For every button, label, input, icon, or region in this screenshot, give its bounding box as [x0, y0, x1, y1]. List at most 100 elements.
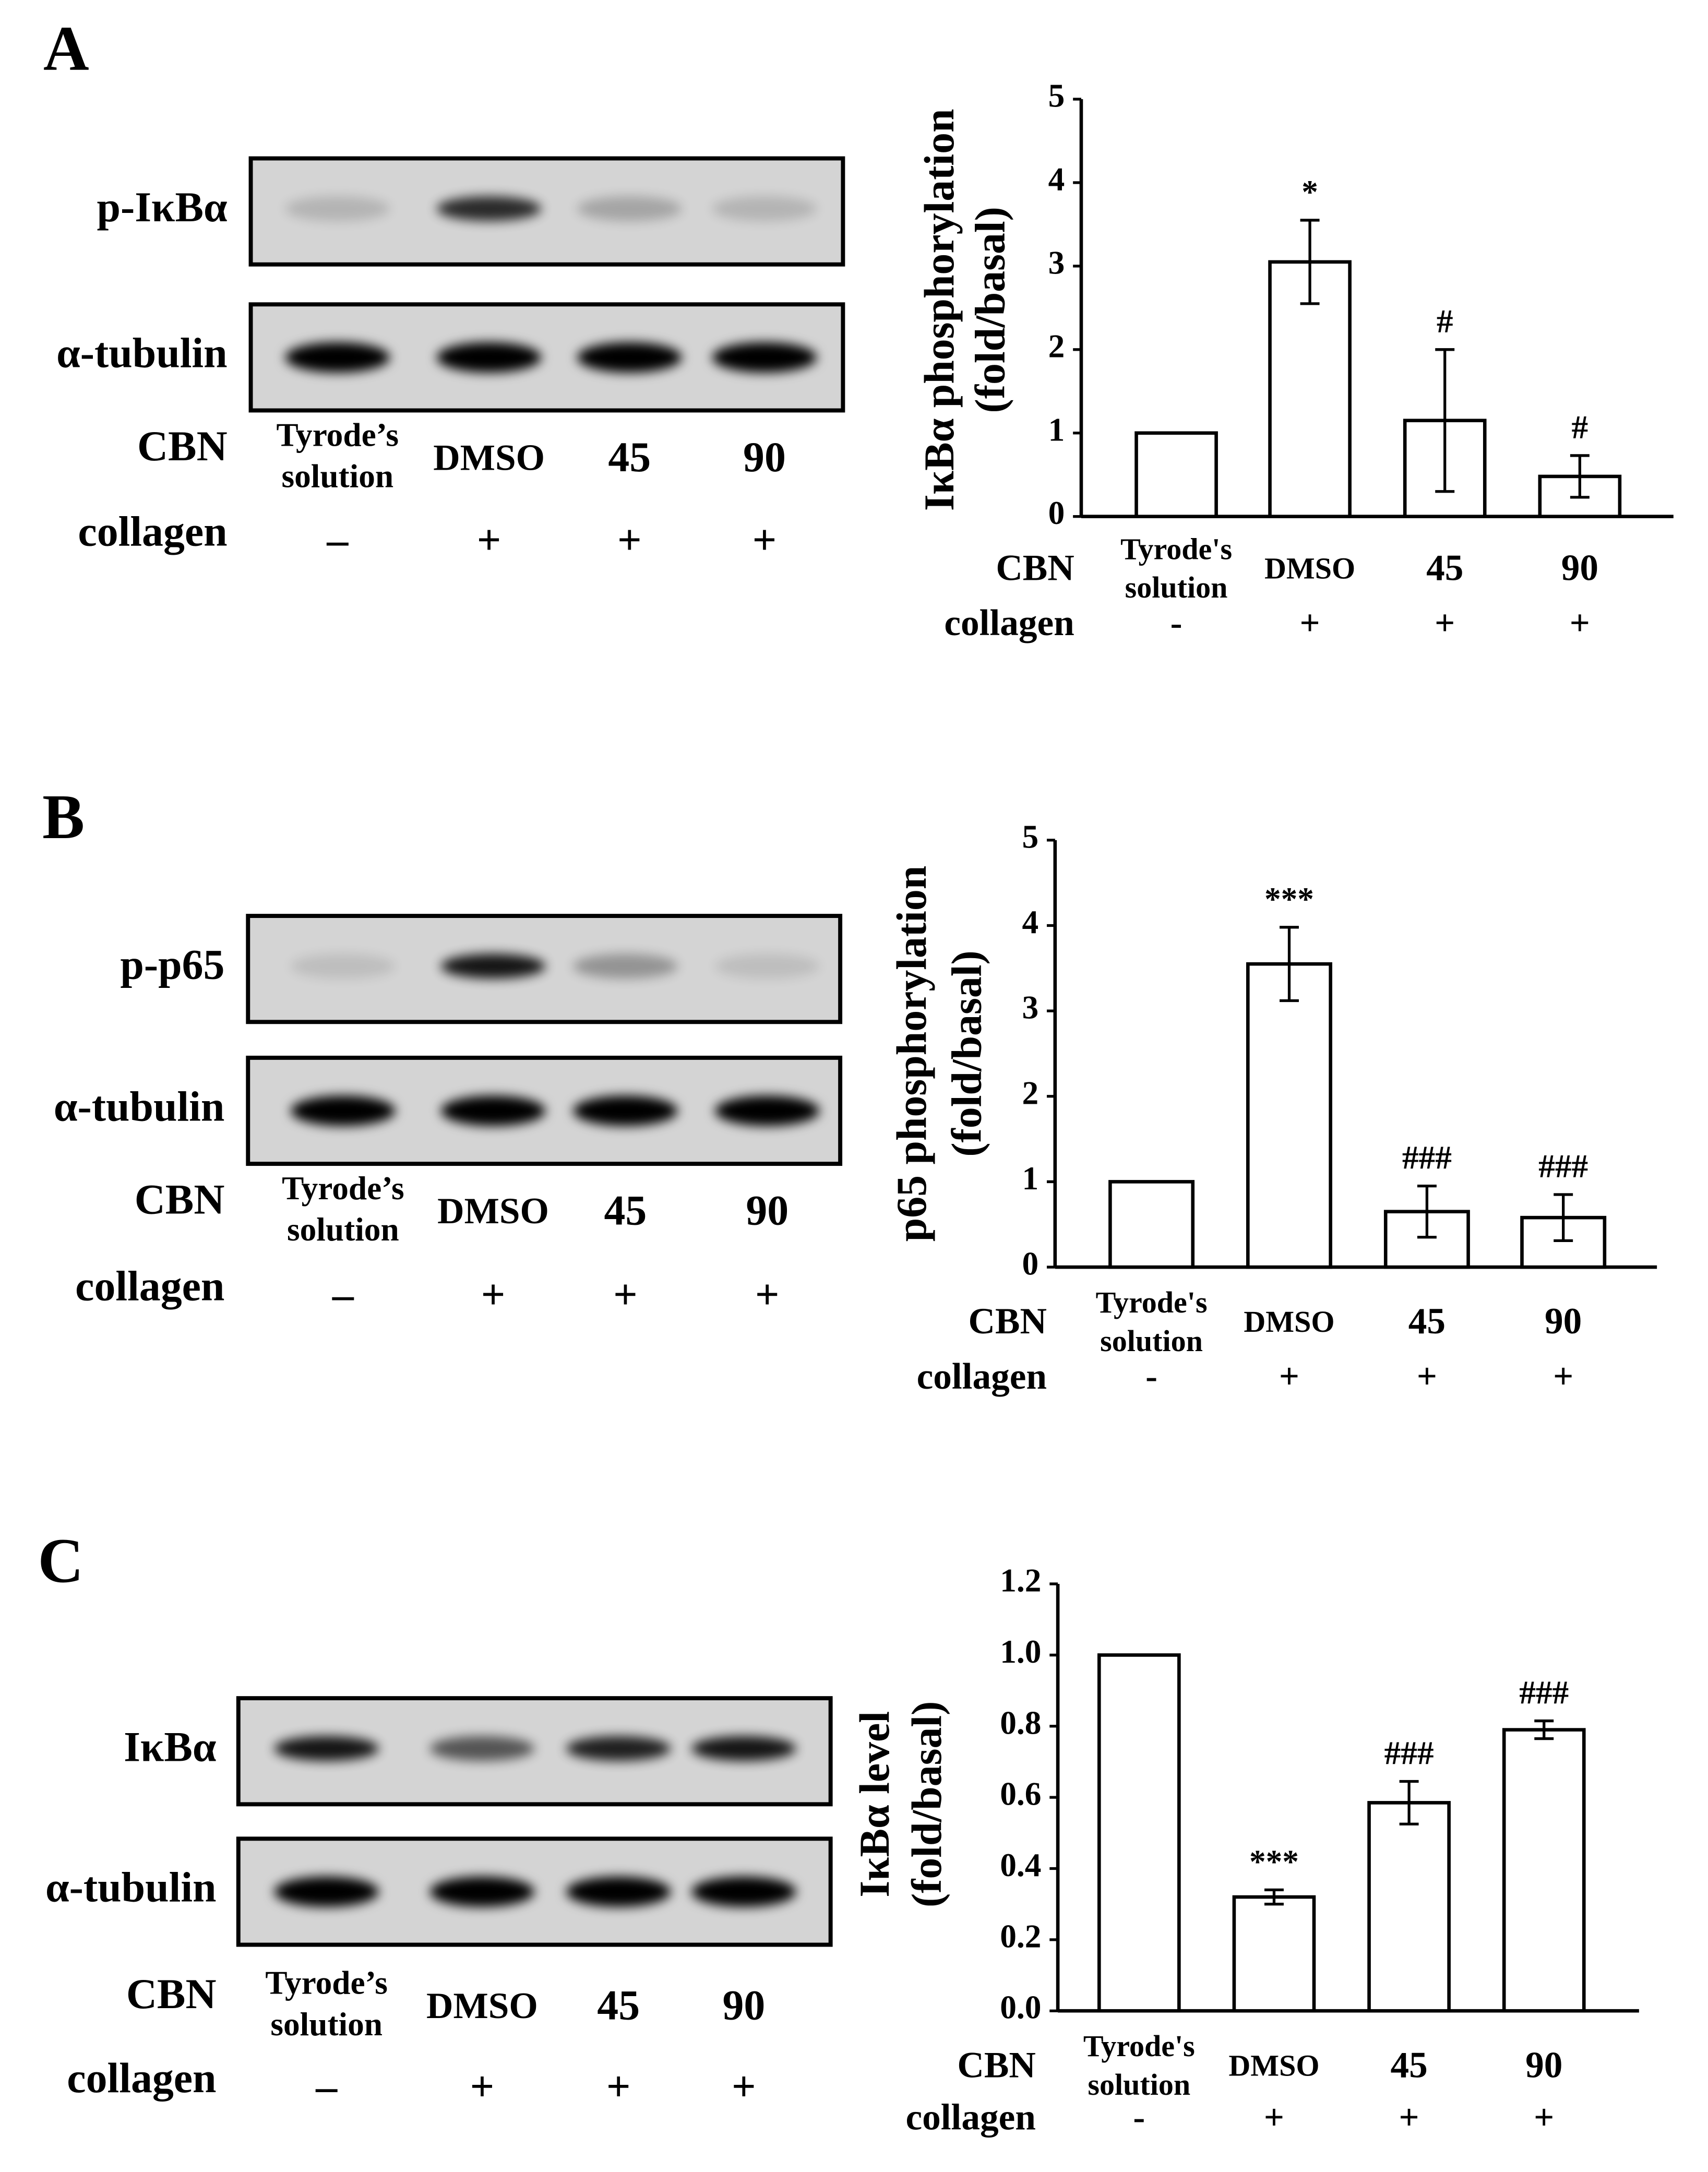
significance: ***	[1249, 1843, 1299, 1880]
row-label: collagen	[906, 2097, 1036, 2138]
band-label: α-tubulin	[54, 1082, 225, 1130]
error-bar	[1435, 348, 1455, 493]
row-label: CBN	[137, 422, 228, 470]
collagen-sign: +	[470, 2062, 495, 2110]
blot-band	[285, 342, 390, 373]
lane-label: DMSO	[426, 1986, 538, 2026]
x-tick-label: Tyrode's solution	[1120, 532, 1232, 605]
panel-letter: B	[42, 782, 85, 852]
collagen-sign: +	[1534, 2097, 1554, 2137]
collagen-sign: +	[606, 2062, 631, 2110]
row-label: collagen	[75, 1262, 224, 1310]
collagen-sign: –	[326, 516, 349, 563]
blot-band	[274, 1736, 379, 1761]
collagen-sign: +	[732, 2062, 756, 2110]
row-label: collagen	[917, 1356, 1047, 1397]
row-label: CBN	[957, 2045, 1035, 2085]
y-tick-label: 3	[1048, 244, 1065, 281]
collagen-sign: +	[613, 1271, 638, 1318]
lane-label: 45	[597, 1981, 640, 2028]
bar	[1246, 962, 1332, 1269]
blot-band	[714, 953, 820, 979]
bar	[1367, 1801, 1451, 2013]
panel-letter: A	[43, 14, 89, 83]
collagen-sign: +	[1399, 2097, 1419, 2137]
error-bar	[1399, 1780, 1419, 1825]
x-tick-label: 90	[1525, 2045, 1562, 2085]
y-tick-label: 1	[1022, 1160, 1038, 1197]
y-tick-label: 5	[1022, 818, 1038, 855]
collagen-sign: +	[1570, 603, 1590, 643]
x-tick-label: 45	[1408, 1301, 1446, 1342]
collagen-sign: +	[755, 1271, 780, 1318]
collagen-sign: +	[1279, 1356, 1299, 1396]
y-tick-label: 2	[1022, 1075, 1038, 1111]
x-tick-label: Tyrode's solution	[1096, 1285, 1208, 1358]
blot-band	[691, 1876, 796, 1907]
bar	[1108, 1180, 1195, 1269]
y-tick-label: 1	[1048, 411, 1065, 448]
blot-band	[691, 1736, 796, 1761]
y-axis-label: (fold/basal)	[966, 207, 1013, 413]
error-bar	[1554, 1193, 1573, 1242]
lane-label: 45	[608, 433, 651, 481]
lane-label: Tyrode’s solution	[265, 1964, 388, 2042]
collagen-sign: +	[617, 516, 642, 563]
significance: ###	[1519, 1675, 1569, 1711]
blot-band	[566, 1876, 671, 1907]
significance: *	[1301, 174, 1318, 210]
collagen-sign: +	[1435, 603, 1455, 643]
collagen-sign: +	[1300, 603, 1320, 643]
error-bar	[1534, 1719, 1554, 1740]
y-tick-label: 4	[1048, 161, 1065, 197]
blot-band	[566, 1736, 671, 1761]
collagen-sign: -	[1170, 603, 1183, 643]
x-tick-label: 90	[1545, 1301, 1582, 1342]
blot-band	[577, 342, 682, 373]
band-label: p-IκBα	[97, 183, 227, 231]
lane-label: Tyrode’s solution	[282, 1169, 404, 1247]
blot-band	[291, 1095, 396, 1126]
significance: #	[1437, 303, 1453, 340]
collagen-sign: -	[1145, 1356, 1157, 1396]
y-tick-label: 0.8	[1000, 1704, 1041, 1741]
collagen-sign: +	[1553, 1356, 1573, 1396]
row-label: CBN	[126, 1970, 217, 2018]
blot-band	[285, 196, 390, 221]
blot-band	[436, 342, 542, 373]
collagen-sign: –	[315, 2062, 338, 2110]
x-tick-label: DMSO	[1228, 2048, 1319, 2082]
lane-label: 90	[743, 433, 786, 481]
bar	[1232, 1895, 1316, 2013]
blot-band	[712, 196, 817, 221]
band-label: p-p65	[120, 940, 224, 988]
error-bar	[1280, 926, 1299, 1003]
blot-band	[274, 1876, 379, 1907]
band-label: α-tubulin	[45, 1864, 217, 1911]
y-tick-label: 1.0	[1000, 1633, 1041, 1670]
lane-label: 45	[604, 1187, 647, 1234]
blot-band	[714, 1095, 820, 1126]
lane-label: DMSO	[437, 1191, 549, 1232]
x-tick-label: 45	[1390, 2045, 1427, 2085]
y-tick-label: 5	[1048, 78, 1065, 114]
y-tick-label: 0.0	[1000, 1989, 1041, 2026]
x-tick-label: 45	[1426, 548, 1463, 589]
bar	[1502, 1728, 1586, 2013]
x-tick-label: Tyrode's solution	[1083, 2029, 1195, 2102]
x-tick-label: DMSO	[1244, 1305, 1334, 1339]
blot-band	[712, 342, 817, 373]
lane-label: DMSO	[433, 437, 545, 478]
blot-band	[440, 953, 546, 979]
panel-letter: C	[38, 1526, 83, 1596]
y-axis-label: IκBα level	[851, 1711, 898, 1897]
y-tick-label: 0.4	[1000, 1847, 1041, 1883]
significance: ***	[1264, 881, 1314, 917]
error-bar	[1417, 1184, 1437, 1239]
row-label: collagen	[67, 2054, 216, 2102]
lane-label: 90	[746, 1187, 789, 1234]
blot-band	[440, 1095, 546, 1126]
bar	[1134, 431, 1218, 518]
y-tick-label: 0	[1048, 495, 1065, 531]
y-tick-label: 0	[1022, 1246, 1038, 1282]
